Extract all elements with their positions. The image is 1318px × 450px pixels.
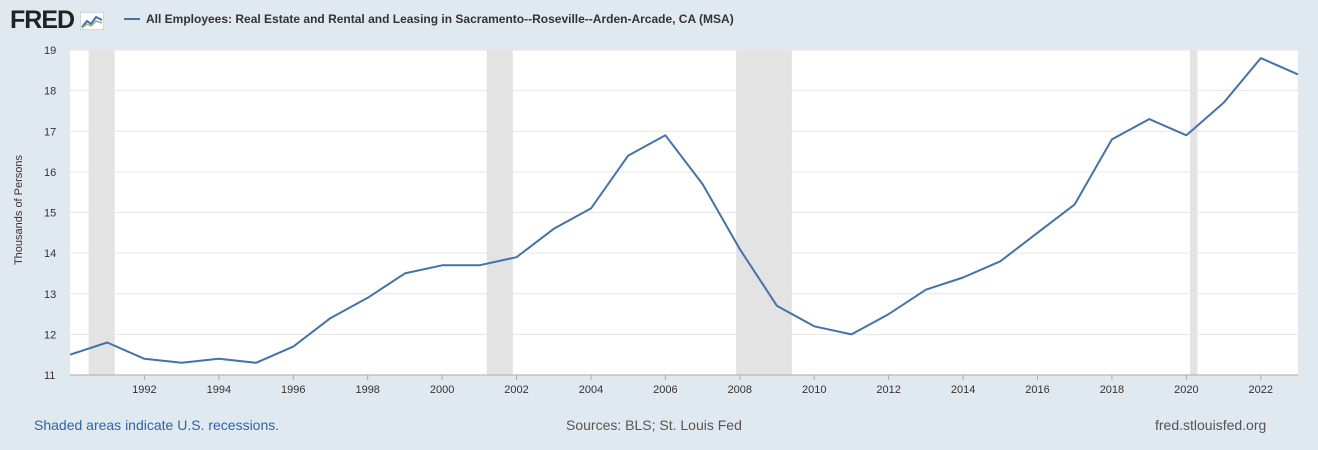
y-tick-label-17: 17 (44, 126, 56, 138)
x-tick-label-2010: 2010 (802, 384, 826, 396)
x-tick-label-2000: 2000 (430, 384, 454, 396)
y-tick-label-13: 13 (44, 289, 56, 301)
x-tick-label-2002: 2002 (504, 384, 528, 396)
y-tick-label-16: 16 (44, 167, 56, 179)
legend-line-swatch (124, 18, 140, 20)
x-tick-label-1996: 1996 (281, 384, 305, 396)
x-tick-label-2022: 2022 (1249, 384, 1273, 396)
x-tick-label-2006: 2006 (653, 384, 677, 396)
y-tick-label-19: 19 (44, 45, 56, 57)
series-line (69, 57, 1299, 364)
x-tick-label-2016: 2016 (1025, 384, 1049, 396)
y-tick-label-11: 11 (44, 370, 55, 382)
recession-note-link[interactable]: Shaded areas indicate U.S. recessions. (34, 417, 280, 433)
y-tick-label-18: 18 (44, 86, 56, 98)
x-tick-label-1992: 1992 (132, 384, 156, 396)
x-tick-label-2020: 2020 (1174, 384, 1198, 396)
legend: All Employees: Real Estate and Rental an… (124, 12, 734, 26)
x-tick-label-2012: 2012 (876, 384, 900, 396)
x-tick-label-1994: 1994 (207, 384, 231, 396)
x-tick-label-2008: 2008 (728, 384, 752, 396)
x-tick-label-1998: 1998 (355, 384, 379, 396)
x-tick-label-2004: 2004 (579, 384, 603, 396)
chart-title: All Employees: Real Estate and Rental an… (146, 12, 734, 26)
y-tick-label-14: 14 (44, 248, 56, 260)
x-tick-label-2018: 2018 (1100, 384, 1124, 396)
site-link[interactable]: fred.stlouisfed.org (1155, 417, 1267, 433)
x-tick-label-2014: 2014 (951, 384, 975, 396)
y-tick-label-12: 12 (44, 329, 56, 341)
y-tick-label-15: 15 (44, 208, 56, 220)
logo-text: FRED (10, 6, 75, 34)
sources-text: Sources: BLS; St. Louis Fed (566, 417, 742, 433)
